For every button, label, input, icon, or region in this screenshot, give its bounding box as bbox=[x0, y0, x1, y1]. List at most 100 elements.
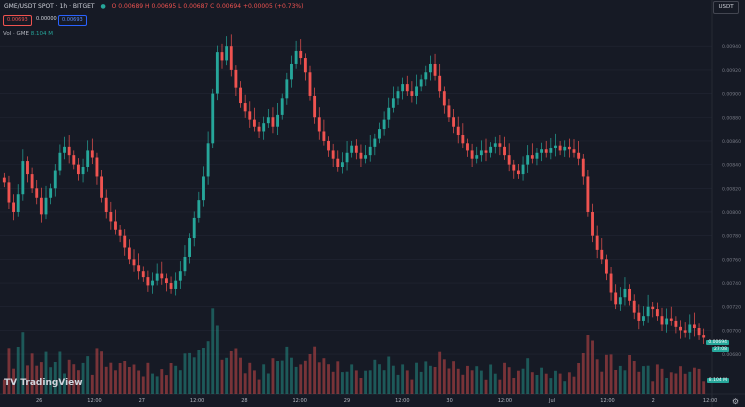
candle-body bbox=[387, 107, 391, 120]
volume-bar bbox=[591, 340, 594, 394]
candle-body bbox=[479, 150, 483, 156]
volume-bar bbox=[285, 346, 289, 394]
symbol-title[interactable]: GME/USDT SPOT · 1h · BITGET bbox=[4, 3, 95, 10]
price-tick-label: 0.00680 bbox=[722, 352, 741, 358]
volume-bar bbox=[410, 379, 414, 394]
time-tick-label: 12:00 bbox=[702, 398, 718, 404]
volume-bar bbox=[521, 368, 525, 394]
volume-bar bbox=[280, 360, 284, 394]
time-tick-label: Jul bbox=[549, 398, 556, 404]
candle-body bbox=[220, 52, 224, 61]
volume-bar bbox=[604, 354, 608, 394]
candle-body bbox=[30, 174, 34, 189]
volume-bar bbox=[95, 348, 99, 394]
volume-bar bbox=[239, 357, 242, 394]
volume-bar bbox=[632, 361, 636, 394]
volume-bar bbox=[178, 370, 182, 394]
volume-bar bbox=[202, 348, 205, 394]
candle-body bbox=[470, 150, 474, 159]
volume-bar bbox=[21, 332, 25, 394]
candle-body bbox=[206, 143, 210, 177]
candle-body bbox=[123, 235, 127, 248]
candle-body bbox=[354, 145, 358, 153]
settings-gear-icon[interactable]: ⚙ bbox=[731, 397, 739, 406]
candle-body bbox=[151, 280, 154, 286]
volume-legend[interactable]: Vol · GME 8.104 M bbox=[3, 31, 53, 37]
candle-body bbox=[317, 117, 321, 132]
candle-body bbox=[16, 194, 20, 212]
candle-body bbox=[155, 273, 159, 281]
volume-bar bbox=[512, 378, 516, 394]
candle-body bbox=[215, 52, 219, 94]
volume-bar bbox=[679, 366, 682, 394]
buy-price-button[interactable]: 0.00693 bbox=[58, 15, 87, 26]
currency-selector[interactable]: USDT bbox=[713, 1, 739, 14]
volume-bar bbox=[442, 359, 446, 394]
volume-bar bbox=[618, 365, 622, 394]
volume-bar bbox=[646, 365, 650, 394]
candle-body bbox=[63, 146, 66, 153]
volume-bar bbox=[12, 368, 16, 394]
candle-body bbox=[368, 146, 372, 156]
tradingview-logo[interactable]: 𝗧𝗩 TradingView bbox=[4, 378, 83, 388]
candle-body bbox=[178, 271, 182, 281]
candle-body bbox=[86, 150, 90, 167]
candle-body bbox=[280, 98, 284, 115]
candle-body bbox=[276, 114, 280, 127]
candle-body bbox=[563, 146, 567, 151]
volume-bar bbox=[197, 350, 201, 394]
volume-bar bbox=[378, 364, 381, 394]
candle-body bbox=[415, 86, 418, 96]
candle-body bbox=[2, 177, 6, 183]
volume-price-tag: 8.104 M bbox=[706, 378, 729, 383]
volume-bar bbox=[183, 353, 187, 394]
volume-bar bbox=[266, 373, 270, 394]
candle-body bbox=[35, 188, 39, 198]
candle-body bbox=[160, 273, 164, 279]
candle-body bbox=[53, 170, 57, 189]
volume-bar bbox=[470, 370, 474, 394]
candle-body bbox=[118, 229, 122, 236]
volume-bar bbox=[530, 372, 534, 394]
volume-bar bbox=[90, 374, 94, 394]
candle-body bbox=[489, 146, 493, 153]
time-tick-label: 12:00 bbox=[395, 398, 410, 404]
volume-bar bbox=[368, 370, 372, 394]
volume-bar bbox=[456, 368, 460, 394]
volume-bar bbox=[141, 376, 145, 394]
volume-bar bbox=[359, 378, 363, 394]
volume-bar bbox=[243, 373, 247, 394]
volume-bar bbox=[364, 370, 368, 394]
volume-bar bbox=[2, 379, 6, 394]
volume-bar bbox=[577, 363, 581, 394]
candle-body bbox=[202, 176, 205, 201]
volume-bar bbox=[35, 365, 39, 394]
candle-body bbox=[211, 93, 215, 144]
sell-price-button[interactable]: 0.00693 bbox=[3, 15, 32, 26]
volume-bar bbox=[313, 346, 317, 394]
volume-bar bbox=[558, 373, 562, 394]
candle-body bbox=[104, 197, 108, 212]
candle-body bbox=[72, 155, 76, 165]
volume-bar bbox=[419, 371, 423, 394]
volume-bar bbox=[109, 362, 113, 394]
candle-body bbox=[683, 330, 687, 333]
candle-body bbox=[549, 148, 553, 153]
volume-bar bbox=[248, 362, 252, 394]
market-status-icon: ● bbox=[100, 3, 106, 10]
volume-bar bbox=[345, 371, 349, 394]
time-tick-label: 12:00 bbox=[87, 398, 102, 404]
candle-body bbox=[637, 312, 641, 321]
candle-body bbox=[600, 249, 604, 260]
volume-bar bbox=[665, 378, 669, 394]
volume-bar bbox=[211, 308, 215, 394]
candle-body bbox=[623, 288, 627, 298]
volume-bar bbox=[220, 359, 224, 394]
volume-bar bbox=[104, 366, 108, 394]
volume-bar bbox=[683, 373, 687, 394]
candle-body bbox=[618, 297, 622, 305]
volume-bar bbox=[489, 364, 493, 394]
candle-body bbox=[95, 157, 99, 177]
spread-value: 0.00000 bbox=[36, 16, 57, 22]
